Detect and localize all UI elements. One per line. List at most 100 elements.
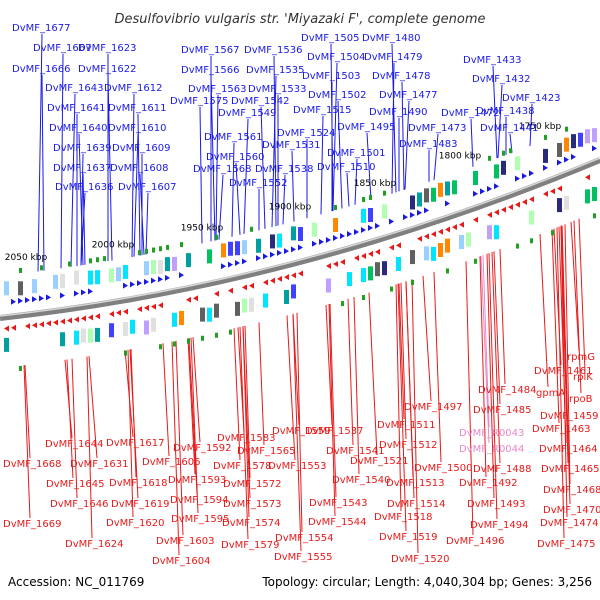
gene-label: DvMF_1617: [106, 438, 164, 449]
marker-dot: [362, 196, 365, 202]
label-connector: [570, 221, 580, 352]
minus-gene-arrow: [95, 313, 100, 320]
plus-gene-arrow: [445, 200, 450, 207]
feature-block: [424, 188, 429, 203]
minus-gene-arrow: [11, 324, 16, 331]
minus-gene-arrow: [543, 190, 548, 197]
marker-dot: [544, 134, 547, 140]
gene-label: DvMF_1595: [171, 514, 229, 525]
gene-label: DvMF_1484: [478, 385, 536, 396]
feature-block: [557, 142, 562, 157]
genome-backbone: [0, 157, 600, 321]
minus-gene-arrow: [151, 303, 156, 310]
gene-label: DvMF_1604: [152, 556, 210, 567]
label-connector: [493, 251, 501, 405]
gene-label: DvMF_1667: [33, 43, 91, 54]
gene-label: DvMF_1607: [118, 182, 176, 193]
plus-gene-arrow: [564, 156, 569, 163]
gene-label: DvMF_1518: [374, 512, 432, 523]
minus-gene-arrow: [242, 284, 247, 291]
gene-label: DvMF_1646: [50, 499, 108, 510]
label-connector: [199, 106, 203, 244]
gene-label: DvMF_1472: [441, 108, 499, 119]
feature-block: [95, 327, 100, 342]
feature-block: [368, 207, 373, 222]
plus-gene-arrow: [151, 277, 156, 284]
gene-label: DvMF_1423: [502, 93, 560, 104]
label-connector: [70, 93, 76, 267]
kbp-tick-label: 2050 kbp: [5, 253, 48, 263]
gene-label: DvMF_1574: [222, 518, 280, 529]
plus-gene-arrow: [123, 282, 128, 289]
gene-label: DvMF_1609: [112, 143, 170, 154]
gene-label: DvMF_1490: [369, 107, 427, 118]
label-connector: [260, 106, 266, 229]
feature-block: [284, 289, 289, 304]
feature-block: [410, 195, 415, 210]
gene-label: DvMF_1541: [326, 446, 384, 457]
label-connector: [23, 365, 31, 519]
minus-gene-arrow: [67, 317, 72, 324]
minus-gene-arrow: [431, 231, 436, 238]
marker-dot: [369, 194, 372, 200]
label-connector: [470, 118, 474, 167]
gene-label: DvMF_1549: [218, 108, 276, 119]
feature-block: [592, 187, 597, 202]
feature-block: [473, 170, 478, 185]
minus-gene-arrow: [137, 306, 142, 313]
feature-block: [235, 301, 240, 316]
label-connector: [347, 298, 354, 446]
gene-label: DvMF_1510: [317, 162, 375, 173]
label-connector: [60, 53, 64, 269]
feature-block: [4, 281, 9, 296]
label-connector: [244, 325, 251, 479]
gene-label: DvMF_1644: [45, 439, 103, 450]
plus-gene-arrow: [487, 185, 492, 192]
label-connector: [397, 283, 407, 532]
plus-gene-arrow: [529, 170, 534, 177]
gene-label: DvMF_1502: [308, 90, 366, 101]
label-connector: [404, 100, 410, 190]
feature-block: [249, 297, 254, 312]
label-connector: [480, 255, 490, 444]
feature-block: [123, 264, 128, 279]
minus-gene-arrow: [445, 226, 450, 233]
kbp-tick-label: 1800 kbp: [439, 151, 482, 161]
plus-gene-arrow: [263, 253, 268, 260]
marker-dot: [565, 126, 568, 132]
minus-gene-arrow: [529, 196, 534, 203]
feature-block: [459, 235, 464, 250]
label-connector: [41, 74, 45, 271]
feature-block: [431, 187, 436, 202]
gene-label: DvMF_1594: [170, 495, 228, 506]
plus-gene-arrow: [571, 153, 576, 160]
feature-block: [382, 261, 387, 276]
plus-gene-arrow: [144, 278, 149, 285]
gene-label: DvMF_R0044: [459, 444, 524, 455]
marker-dot: [152, 247, 155, 253]
marker-dot: [19, 267, 22, 273]
feature-block: [466, 232, 471, 247]
marker-dot: [19, 365, 22, 371]
feature-block: [571, 134, 576, 149]
minus-gene-arrow: [557, 185, 562, 192]
plus-gene-arrow: [354, 229, 359, 236]
label-connector: [320, 115, 324, 215]
kbp-tick-label: 2000 kbp: [92, 240, 135, 250]
label-connector: [291, 150, 295, 222]
genome-backbone-highlight: [0, 157, 600, 317]
marker-dot: [215, 234, 218, 240]
minus-gene-arrow: [32, 322, 37, 329]
gene-label: DvMF_1606: [142, 457, 200, 468]
label-connector: [354, 158, 358, 205]
plus-gene-arrow: [494, 183, 499, 190]
gene-label: DvMF_1475: [537, 539, 595, 550]
feature-block: [494, 164, 499, 179]
minus-gene-arrow: [333, 261, 338, 268]
gene-label: DvMF_1619: [111, 499, 169, 510]
gene-label: DvMF_1544: [308, 517, 366, 528]
gene-label: gpmA: [536, 388, 565, 399]
plus-gene-arrow: [424, 207, 429, 214]
gene-label: DvMF_1478: [372, 71, 430, 82]
